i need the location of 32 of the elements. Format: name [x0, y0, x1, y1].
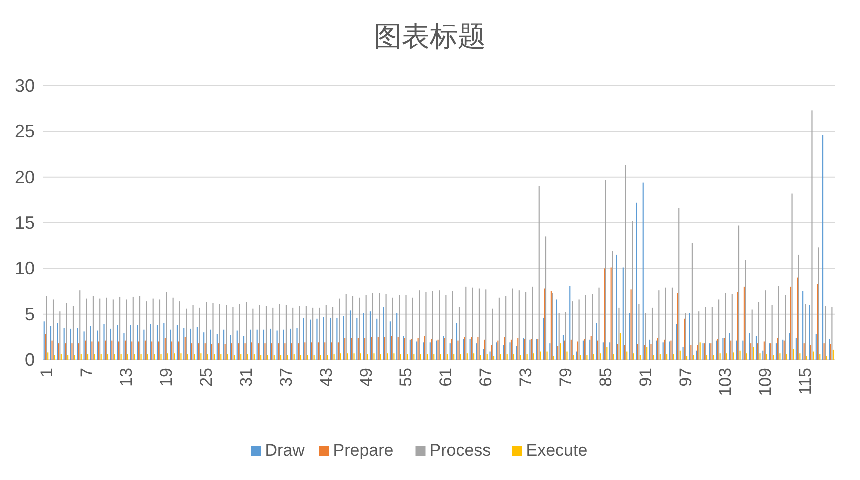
x-tick-label: 97	[676, 368, 696, 387]
x-tick-label: 73	[516, 368, 536, 387]
x-tick-label: 55	[396, 368, 416, 387]
y-tick-label: 15	[14, 213, 35, 233]
y-tick-label: 20	[14, 167, 35, 188]
x-tick-label: 37	[276, 368, 296, 387]
x-tick-label: 31	[236, 368, 256, 387]
legend-label: Process	[430, 441, 492, 460]
y-tick-label: 10	[14, 258, 35, 279]
y-tick-label: 0	[24, 350, 35, 370]
x-tick-label: 7	[77, 368, 96, 378]
x-tick-label: 79	[556, 368, 576, 387]
x-tick-label: 109	[756, 368, 776, 396]
x-tick-label: 43	[316, 368, 336, 387]
x-tick-label: 61	[436, 368, 456, 387]
x-tick-label: 67	[476, 368, 496, 387]
x-tick-label: 13	[117, 368, 136, 387]
legend-label: Execute	[526, 441, 588, 460]
legend-label: Draw	[265, 441, 306, 460]
y-tick-label: 25	[14, 122, 35, 142]
x-tick-label: 1	[37, 368, 56, 378]
x-tick-label: 25	[197, 368, 216, 387]
x-tick-label: 91	[636, 368, 656, 387]
x-tick-label: 49	[356, 368, 376, 387]
y-tick-label: 5	[24, 304, 35, 324]
x-tick-label: 103	[716, 368, 736, 396]
legend-label: Prepare	[333, 441, 394, 460]
x-tick-label: 115	[796, 368, 816, 396]
chart-title: 图表标题	[374, 21, 486, 52]
y-tick-label: 30	[14, 76, 35, 96]
x-tick-label: 85	[596, 368, 616, 387]
x-tick-label: 19	[157, 368, 176, 387]
